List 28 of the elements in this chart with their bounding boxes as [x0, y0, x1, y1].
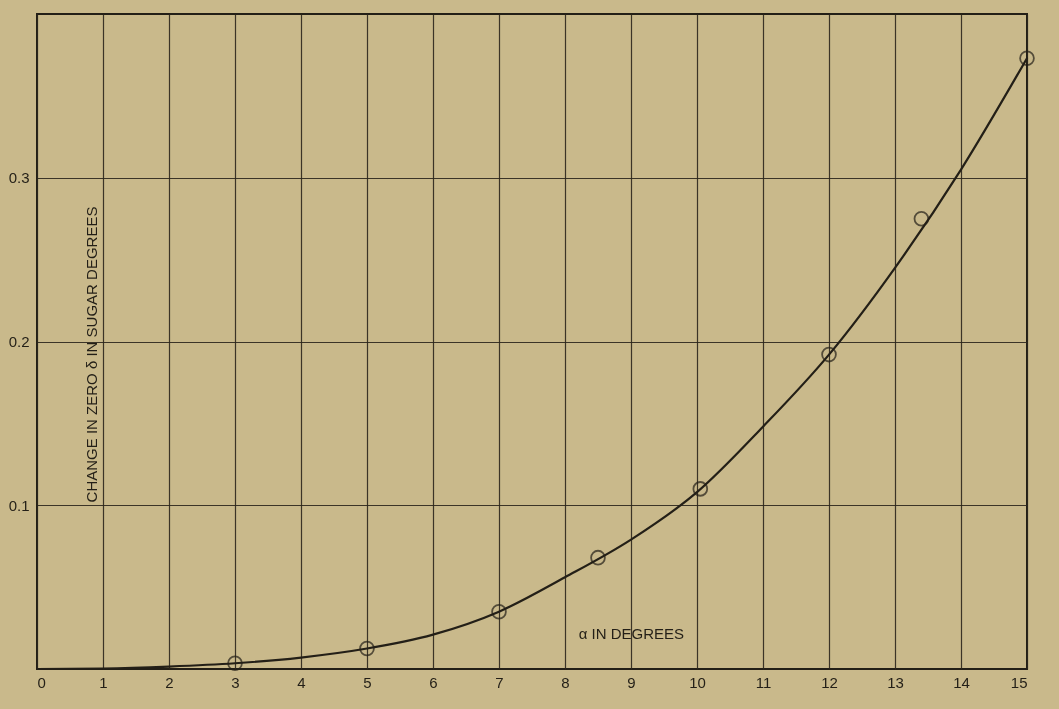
point: [590, 549, 606, 566]
y-axis-title: CHANGE IN ZERO δ IN SUGAR DEGREES: [82, 206, 100, 503]
point: [821, 346, 837, 363]
point: [227, 655, 243, 672]
x-tick-label: 15: [1010, 673, 1028, 691]
x-tick-label: 12: [821, 673, 838, 691]
point: [692, 481, 709, 497]
y-tick-label: 0.3: [8, 169, 30, 187]
x-tick-label: 8: [561, 673, 570, 691]
x-tick-label: 4: [297, 673, 306, 691]
y-tick-label: 0.1: [8, 496, 30, 514]
x-tick-label: 6: [429, 673, 438, 691]
y-tick-label: 0.2: [8, 333, 30, 350]
x-tick-label: 2: [165, 673, 174, 691]
point: [359, 640, 375, 657]
x-tick-label: 0: [37, 673, 46, 691]
x-tick-label: 3: [231, 673, 240, 691]
point: [1019, 50, 1035, 66]
x-tick-label: 13: [887, 673, 904, 691]
x-tick-label: 10: [689, 673, 706, 691]
x-tick-label: 1: [99, 673, 108, 691]
x-tick-label: 7: [495, 673, 504, 691]
x-tick-label: 11: [755, 673, 772, 691]
point: [913, 210, 930, 227]
x-tick-label: 5: [363, 673, 372, 691]
x-tick-label: 14: [953, 673, 970, 691]
x-tick-label: 9: [627, 673, 636, 691]
point: [491, 603, 507, 620]
